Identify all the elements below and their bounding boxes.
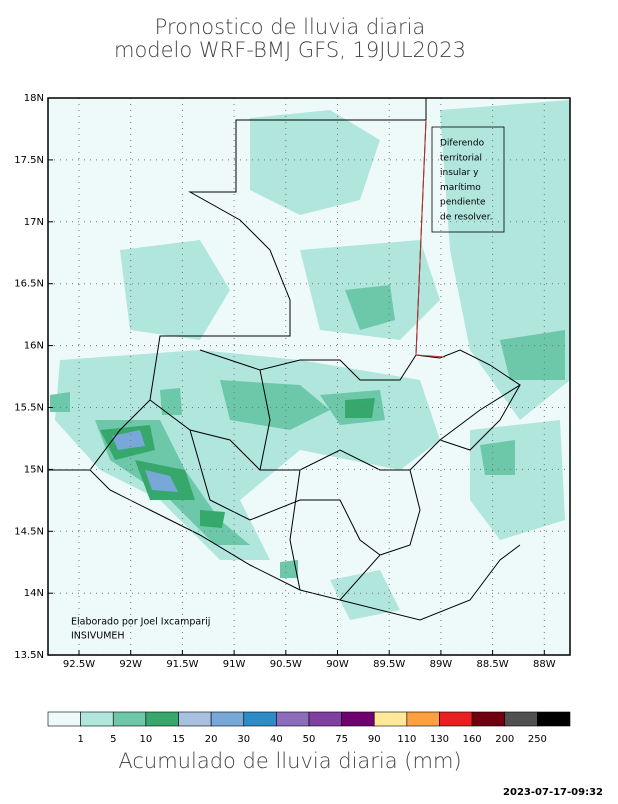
legend-swatch bbox=[537, 711, 571, 727]
legend-label: 130 bbox=[430, 734, 449, 745]
lon-label: 89.5W bbox=[373, 659, 405, 670]
legend-swatch bbox=[178, 711, 212, 727]
lat-label: 14N bbox=[24, 588, 44, 599]
claim-line bbox=[415, 119, 427, 356]
lat-label: 14.5N bbox=[14, 526, 44, 537]
legend-swatch bbox=[439, 711, 473, 727]
lat-label: 17N bbox=[24, 217, 44, 228]
legend-swatch bbox=[145, 711, 179, 727]
lon-label: 90W bbox=[326, 659, 349, 670]
map-frame bbox=[47, 97, 571, 656]
legend-label: 30 bbox=[237, 734, 250, 745]
lon-label: 91.5W bbox=[166, 659, 198, 670]
legend-label: 200 bbox=[495, 734, 514, 745]
lat-label: 16N bbox=[24, 341, 44, 352]
lon-label: 91W bbox=[223, 659, 246, 670]
legend-swatch bbox=[373, 711, 408, 727]
lon-label: 89W bbox=[430, 659, 453, 670]
lat-label: 18N bbox=[24, 93, 44, 104]
legend-label: 5 bbox=[110, 734, 116, 745]
legend-label: 90 bbox=[368, 734, 381, 745]
title-line: Pronostico de lluvia diaria bbox=[155, 15, 426, 39]
legend: 1 5 10 15 20 30 40 50 75 90 110 130 160 200 250 bbox=[47, 711, 571, 745]
lon-label: 88W bbox=[533, 659, 556, 670]
claim-line bbox=[415, 354, 446, 358]
legend-swatch bbox=[504, 711, 538, 727]
annotation-line: territorial bbox=[440, 153, 482, 163]
lat-label: 13.5N bbox=[14, 650, 44, 661]
legend-swatch bbox=[341, 711, 375, 727]
legend-label: 1 bbox=[77, 734, 83, 745]
lon-label: 92W bbox=[119, 659, 142, 670]
annotation-line: Diferendo bbox=[440, 139, 485, 149]
timestamp: 2023-07-17-09:32 bbox=[503, 787, 603, 798]
legend-swatch bbox=[210, 711, 245, 727]
lat-label: 16.5N bbox=[14, 279, 44, 290]
legend-swatch bbox=[276, 711, 310, 727]
legend-swatch bbox=[308, 711, 342, 727]
credit: INSIVUMEH bbox=[71, 631, 125, 642]
rain-very-heavy bbox=[112, 430, 145, 450]
lon-label: 92.5W bbox=[63, 659, 95, 670]
rain-very-heavy bbox=[145, 470, 178, 492]
legend-label: 50 bbox=[303, 734, 316, 745]
legend-label: 15 bbox=[172, 734, 185, 745]
lon-label: 88.5W bbox=[477, 659, 509, 670]
lat-label: 15N bbox=[24, 464, 44, 475]
annotation-box bbox=[431, 126, 505, 233]
lat-label: 15.5N bbox=[14, 403, 44, 414]
map: Diferendo territorial insular y marítimo pen… bbox=[47, 97, 571, 656]
legend-swatch bbox=[471, 711, 506, 727]
legend-label: 20 bbox=[205, 734, 218, 745]
legend-swatch bbox=[112, 711, 147, 727]
annotation-line: de resolver. bbox=[440, 213, 492, 223]
annotation-line: insular y bbox=[440, 168, 479, 178]
annotation: Diferendo territorial insular y marítimo pen… bbox=[440, 139, 492, 223]
legend-label: 10 bbox=[140, 734, 153, 745]
legend-swatch bbox=[47, 711, 81, 727]
legend-swatch bbox=[80, 711, 114, 727]
title-line: modelo WRF-BMJ GFS, 19JUL2023 bbox=[114, 38, 466, 62]
legend-label: 40 bbox=[270, 734, 283, 745]
credit: Elaborado por Joel Ixcamparij bbox=[71, 617, 210, 628]
borders bbox=[48, 98, 521, 621]
legend-label: 160 bbox=[463, 734, 482, 745]
legend-label: 110 bbox=[397, 734, 416, 745]
legend-swatch bbox=[243, 711, 277, 727]
lat-label: 17.5N bbox=[14, 155, 44, 166]
legend-title: Acumulado de lluvia diaria (mm) bbox=[118, 749, 461, 773]
legend-swatch bbox=[406, 711, 440, 727]
legend-label: 250 bbox=[528, 734, 547, 745]
lon-label: 90.5W bbox=[270, 659, 302, 670]
annotation-line: pendiente bbox=[440, 198, 486, 208]
annotation-line: marítimo bbox=[440, 183, 481, 193]
legend-label: 75 bbox=[335, 734, 348, 745]
